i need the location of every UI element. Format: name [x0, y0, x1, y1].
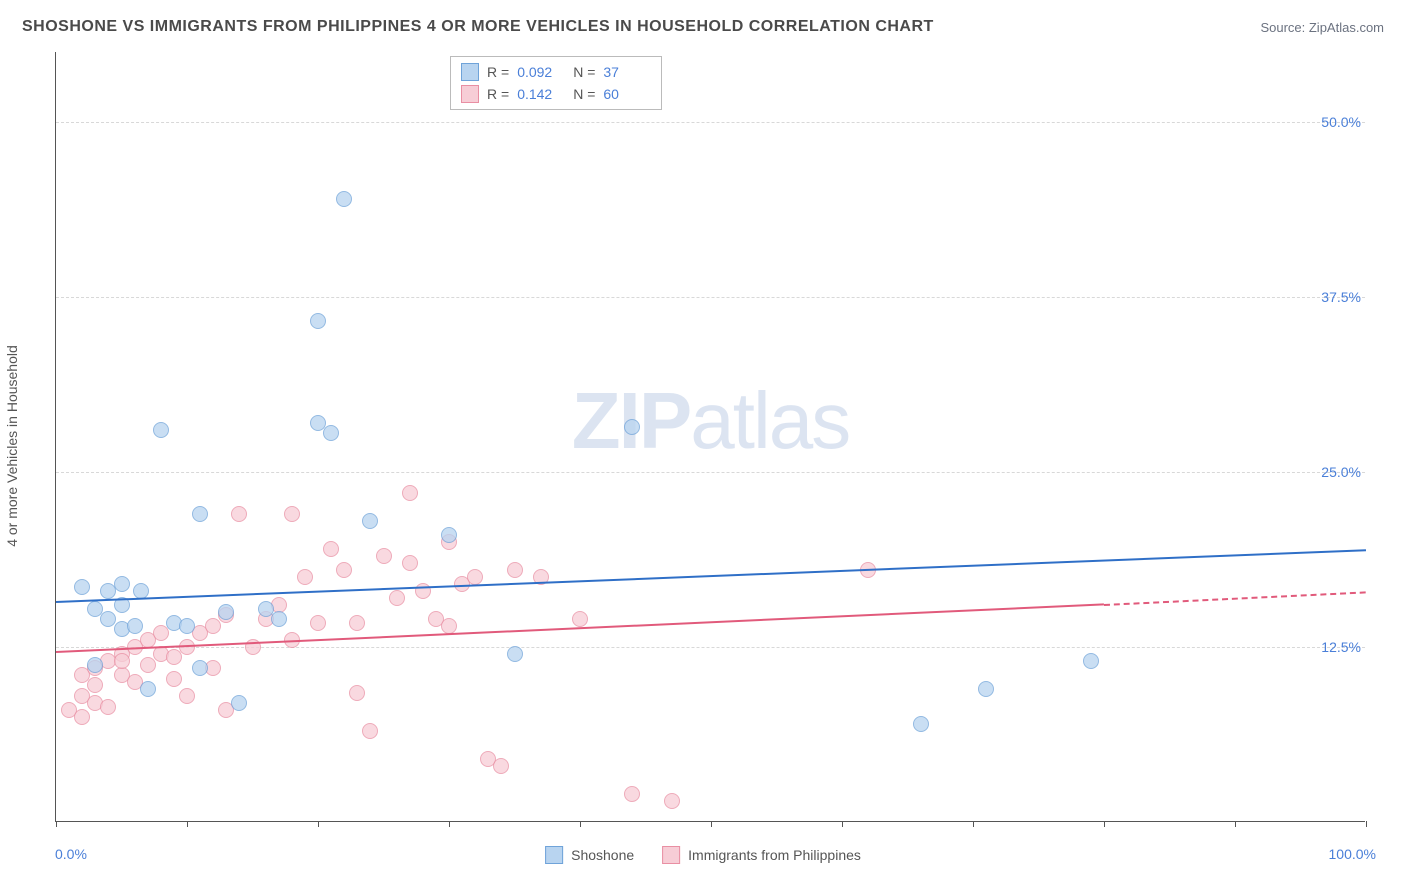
- n-label: N =: [573, 86, 595, 102]
- data-point-philippines: [389, 590, 405, 606]
- data-point-philippines: [493, 758, 509, 774]
- gridline: [56, 472, 1365, 473]
- y-axis-label: 4 or more Vehicles in Household: [4, 345, 20, 547]
- data-point-philippines: [179, 688, 195, 704]
- legend-row-shoshone: R = 0.092 N = 37: [461, 61, 651, 83]
- r-label: R =: [487, 86, 509, 102]
- data-point-shoshone: [192, 660, 208, 676]
- x-axis-min-label: 0.0%: [55, 846, 87, 862]
- data-point-philippines: [664, 793, 680, 809]
- x-tick: [1235, 821, 1236, 827]
- data-point-philippines: [205, 618, 221, 634]
- data-point-philippines: [87, 677, 103, 693]
- plot-area: 12.5% 25.0% 37.5% 50.0% ZIPatlas: [55, 52, 1365, 822]
- data-point-shoshone: [87, 657, 103, 673]
- gridline: [56, 122, 1365, 123]
- x-tick: [973, 821, 974, 827]
- data-point-philippines: [284, 506, 300, 522]
- legend-swatch-philippines: [461, 85, 479, 103]
- x-tick: [318, 821, 319, 827]
- data-point-shoshone: [362, 513, 378, 529]
- r-label: R =: [487, 64, 509, 80]
- x-tick: [711, 821, 712, 827]
- data-point-shoshone: [231, 695, 247, 711]
- data-point-philippines: [349, 685, 365, 701]
- data-point-philippines: [362, 723, 378, 739]
- y-tick-label: 12.5%: [1321, 639, 1361, 655]
- legend-item-shoshone: Shoshone: [545, 846, 634, 864]
- data-point-philippines: [231, 506, 247, 522]
- y-tick-label: 25.0%: [1321, 464, 1361, 480]
- source-attribution: Source: ZipAtlas.com: [1260, 20, 1384, 35]
- data-point-philippines: [310, 615, 326, 631]
- data-point-philippines: [441, 618, 457, 634]
- x-tick: [842, 821, 843, 827]
- data-point-philippines: [507, 562, 523, 578]
- x-tick: [580, 821, 581, 827]
- series-name-shoshone: Shoshone: [571, 847, 634, 863]
- series-legend: Shoshone Immigrants from Philippines: [545, 846, 861, 864]
- data-point-philippines: [402, 555, 418, 571]
- chart-title: SHOSHONE VS IMMIGRANTS FROM PHILIPPINES …: [22, 18, 934, 36]
- data-point-philippines: [166, 671, 182, 687]
- data-point-shoshone: [310, 313, 326, 329]
- data-point-shoshone: [336, 191, 352, 207]
- data-point-philippines: [349, 615, 365, 631]
- data-point-philippines: [100, 699, 116, 715]
- r-value-philippines: 0.142: [517, 86, 565, 102]
- r-value-shoshone: 0.092: [517, 64, 565, 80]
- data-point-philippines: [376, 548, 392, 564]
- data-point-shoshone: [218, 604, 234, 620]
- data-point-philippines: [572, 611, 588, 627]
- data-point-philippines: [624, 786, 640, 802]
- x-tick: [187, 821, 188, 827]
- data-point-shoshone: [74, 579, 90, 595]
- data-point-philippines: [114, 653, 130, 669]
- correlation-legend: R = 0.092 N = 37 R = 0.142 N = 60: [450, 56, 662, 110]
- trend-line-shoshone: [56, 549, 1366, 603]
- data-point-shoshone: [507, 646, 523, 662]
- legend-swatch-shoshone: [545, 846, 563, 864]
- data-point-shoshone: [323, 425, 339, 441]
- data-point-shoshone: [179, 618, 195, 634]
- trend-line-philippines-extrapolated: [1104, 591, 1366, 606]
- data-point-shoshone: [271, 611, 287, 627]
- data-point-philippines: [297, 569, 313, 585]
- data-point-shoshone: [114, 576, 130, 592]
- data-point-philippines: [323, 541, 339, 557]
- data-point-shoshone: [153, 422, 169, 438]
- y-tick-label: 50.0%: [1321, 114, 1361, 130]
- n-label: N =: [573, 64, 595, 80]
- gridline: [56, 297, 1365, 298]
- data-point-shoshone: [127, 618, 143, 634]
- data-point-shoshone: [978, 681, 994, 697]
- data-point-philippines: [140, 657, 156, 673]
- series-name-philippines: Immigrants from Philippines: [688, 847, 861, 863]
- data-point-shoshone: [192, 506, 208, 522]
- data-point-shoshone: [624, 419, 640, 435]
- data-point-philippines: [402, 485, 418, 501]
- x-axis-max-label: 100.0%: [1329, 846, 1376, 862]
- x-tick: [56, 821, 57, 827]
- y-tick-label: 37.5%: [1321, 289, 1361, 305]
- data-point-shoshone: [1083, 653, 1099, 669]
- legend-swatch-shoshone: [461, 63, 479, 81]
- x-tick: [449, 821, 450, 827]
- data-point-philippines: [467, 569, 483, 585]
- data-point-shoshone: [913, 716, 929, 732]
- legend-swatch-philippines: [662, 846, 680, 864]
- x-tick: [1366, 821, 1367, 827]
- watermark: ZIPatlas: [572, 375, 849, 467]
- data-point-philippines: [74, 709, 90, 725]
- data-point-shoshone: [441, 527, 457, 543]
- x-tick: [1104, 821, 1105, 827]
- n-value-shoshone: 37: [603, 64, 651, 80]
- legend-item-philippines: Immigrants from Philippines: [662, 846, 861, 864]
- legend-row-philippines: R = 0.142 N = 60: [461, 83, 651, 105]
- data-point-shoshone: [140, 681, 156, 697]
- data-point-philippines: [336, 562, 352, 578]
- n-value-philippines: 60: [603, 86, 651, 102]
